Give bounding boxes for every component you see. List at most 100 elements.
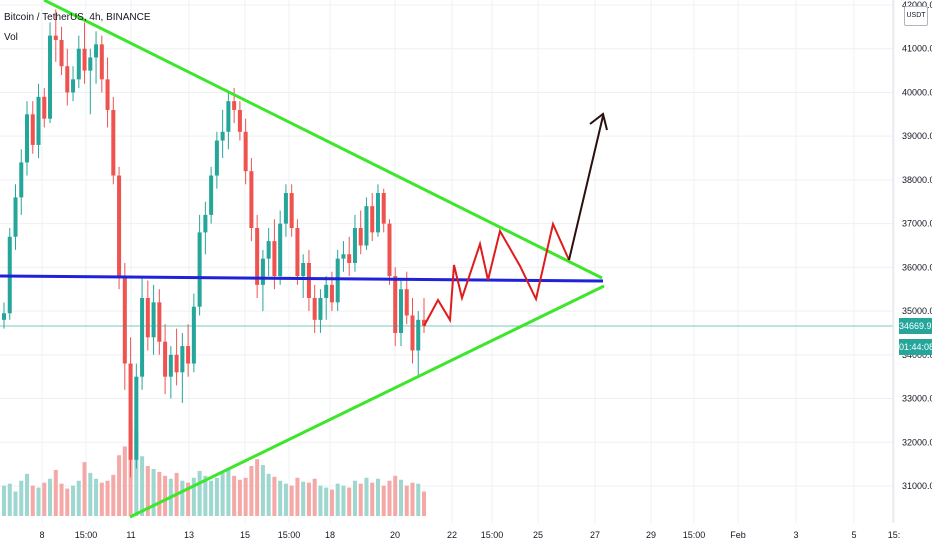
volume-bar <box>347 487 352 516</box>
volume-bar <box>99 482 104 516</box>
candle-body <box>145 297 150 338</box>
volume-bar <box>117 455 122 516</box>
last-price-tag: 34669.99 <box>899 318 932 334</box>
y-tick-label: 39000.00 <box>902 131 932 141</box>
candle-body <box>1 313 7 320</box>
x-tick-label: 18 <box>325 530 335 540</box>
candle-body <box>318 297 323 320</box>
x-tick-label: 20 <box>390 530 400 540</box>
volume-bar <box>318 485 323 516</box>
volume-bar <box>203 475 208 516</box>
volume-bar <box>71 485 76 516</box>
x-tick-label: 15:00 <box>481 530 504 540</box>
x-tick-label: 22 <box>447 530 457 540</box>
volume-bar <box>381 485 386 516</box>
candle-body <box>306 262 311 298</box>
volume-bar <box>387 480 392 516</box>
volume-bar <box>53 469 58 516</box>
y-tick-label: 40000.00 <box>902 87 932 97</box>
y-tick-label: 33000.00 <box>902 394 932 404</box>
candle-body <box>42 96 47 119</box>
y-tick-label: 32000.00 <box>902 437 932 447</box>
candle-body <box>341 254 346 259</box>
x-tick-label: 11 <box>126 530 135 540</box>
candle-body <box>272 241 277 277</box>
candle-body <box>203 214 208 233</box>
volume-bar <box>237 479 242 516</box>
candle-body <box>393 276 398 333</box>
breakout-arrow-head <box>589 112 608 131</box>
candle-body <box>48 35 53 119</box>
candle-body <box>329 284 334 303</box>
candle-body <box>358 228 363 246</box>
volume-bar <box>375 478 380 516</box>
candle-body <box>88 57 93 71</box>
upper-trendline <box>43 0 603 280</box>
symbol-title[interactable]: Bitcoin / TetherUS, 4h, BINANCE <box>4 12 151 23</box>
y-tick-label: 38000.00 <box>902 175 932 185</box>
volume-bar <box>370 482 375 516</box>
volume-histogram <box>1 419 427 516</box>
price-axis[interactable]: 42000.00 41000.00 40000.00 39000.00 38000.00… <box>892 0 932 523</box>
volume-bar <box>335 483 340 516</box>
x-tick-label: Feb <box>730 530 746 540</box>
volume-bar <box>410 482 415 516</box>
candle-body <box>76 48 81 80</box>
candle-body <box>94 44 99 58</box>
volume-bar <box>278 480 283 516</box>
candle-body <box>220 131 225 141</box>
candle-body <box>381 193 386 224</box>
x-tick-label: 3 <box>793 530 798 540</box>
candle-body <box>122 276 127 364</box>
volume-bar <box>416 483 421 516</box>
volume-bar <box>151 468 156 516</box>
volume-bar <box>421 491 427 516</box>
volume-bar <box>243 477 248 516</box>
volume-bar <box>180 480 185 516</box>
volume-bar <box>82 462 87 516</box>
y-tick-label: 31000.00 <box>902 481 932 491</box>
volume-bar <box>295 477 300 516</box>
candle-body <box>375 193 380 233</box>
candle-body <box>352 228 357 263</box>
volume-bar <box>312 478 317 516</box>
candle-body <box>82 48 87 71</box>
candle-body <box>13 197 18 237</box>
candle-body <box>249 171 254 229</box>
volume-bar <box>76 480 81 516</box>
candle-body <box>278 223 283 277</box>
volume-bar <box>283 483 288 516</box>
volume-bar <box>306 482 311 516</box>
candle-body <box>186 346 191 364</box>
candle-body <box>30 114 35 145</box>
volume-bar <box>7 483 12 516</box>
candle-body <box>416 319 421 351</box>
time-axis[interactable]: 8 15:00 11 13 15 15:00 18 20 22 15:00 25 27 29 15:00 F… <box>39 530 900 540</box>
candle-body <box>370 206 375 233</box>
candle-body <box>387 223 392 277</box>
candle-body <box>117 175 122 277</box>
volume-bar <box>186 482 191 516</box>
candle-body <box>111 109 116 176</box>
chart-grid <box>0 0 895 523</box>
volume-bar <box>65 488 70 516</box>
candle-body <box>151 302 156 338</box>
volume-bar <box>1 485 7 516</box>
x-tick-label: 8 <box>39 530 44 540</box>
currency-badge[interactable]: USDT <box>904 6 928 26</box>
volume-bar <box>145 466 150 516</box>
volume-indicator-label[interactable]: Vol <box>4 32 18 43</box>
trend-drawings <box>0 0 893 519</box>
volume-bar <box>358 483 363 516</box>
bar-countdown-tag: 01:44:08 <box>899 339 932 355</box>
candle-body <box>180 346 185 373</box>
candle-body <box>163 341 168 377</box>
candle-body <box>421 319 427 326</box>
x-tick-label: 5 <box>851 530 856 540</box>
projected-price-path <box>423 220 570 327</box>
volume-bar <box>48 478 53 516</box>
x-tick-label: 15:00 <box>683 530 706 540</box>
volume-bar <box>197 470 202 516</box>
x-tick-label: 15:00 <box>278 530 301 540</box>
